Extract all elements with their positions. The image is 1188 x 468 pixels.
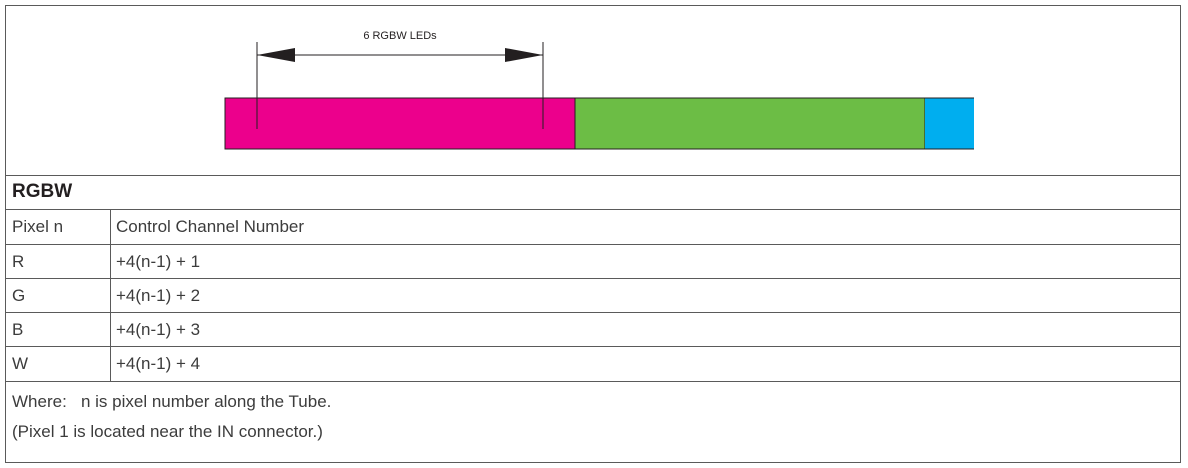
formula-cell: +4(n-1) + 1	[116, 251, 201, 271]
pixel-segment-cyan	[925, 98, 974, 149]
header-channel: Control Channel Number	[116, 217, 305, 236]
pixel-cell: R	[12, 251, 25, 271]
column-divider	[110, 245, 111, 278]
table-row: W +4(n-1) + 4	[6, 347, 1180, 382]
table-row: G +4(n-1) + 2	[6, 279, 1180, 313]
column-divider	[110, 279, 111, 312]
dimension-arrow-right-icon	[505, 48, 543, 62]
formula-cell: +4(n-1) + 4	[116, 354, 201, 373]
formula-cell: +4(n-1) + 2	[116, 285, 201, 305]
table-title-row: RGBW	[6, 175, 1180, 210]
column-divider	[110, 347, 111, 381]
led-strip-diagram: 6 RGBW LEDs	[6, 6, 1180, 176]
table-title: RGBW	[12, 181, 73, 202]
rgbw-spec-panel: 6 RGBW LEDs RGBW Pixel n Control Channel…	[5, 5, 1181, 463]
pixel-cell: B	[12, 319, 24, 339]
note-line-2: (Pixel 1 is located near the IN connecto…	[12, 422, 323, 441]
header-pixel: Pixel n	[12, 217, 64, 236]
led-strip-svg: 6 RGBW LEDs	[224, 30, 974, 150]
pixel-segment-green	[574, 97, 926, 150]
pixel-cell: G	[12, 285, 26, 305]
table-row: B +4(n-1) + 3	[6, 313, 1180, 347]
table-row: R +4(n-1) + 1	[6, 245, 1180, 279]
table-notes: Where: n is pixel number along the Tube.…	[6, 382, 1180, 462]
pixel-segment-magenta	[224, 97, 576, 150]
table-header-row: Pixel n Control Channel Number	[6, 210, 1180, 245]
note-line-1: Where: n is pixel number along the Tube.	[12, 392, 332, 411]
dimension-arrow-left-icon	[257, 48, 295, 62]
dimension-label: 6 RGBW LEDs	[363, 30, 437, 42]
pixel-cell: W	[12, 354, 29, 373]
column-divider	[110, 210, 111, 244]
formula-cell: +4(n-1) + 3	[116, 319, 201, 339]
column-divider	[110, 313, 111, 346]
